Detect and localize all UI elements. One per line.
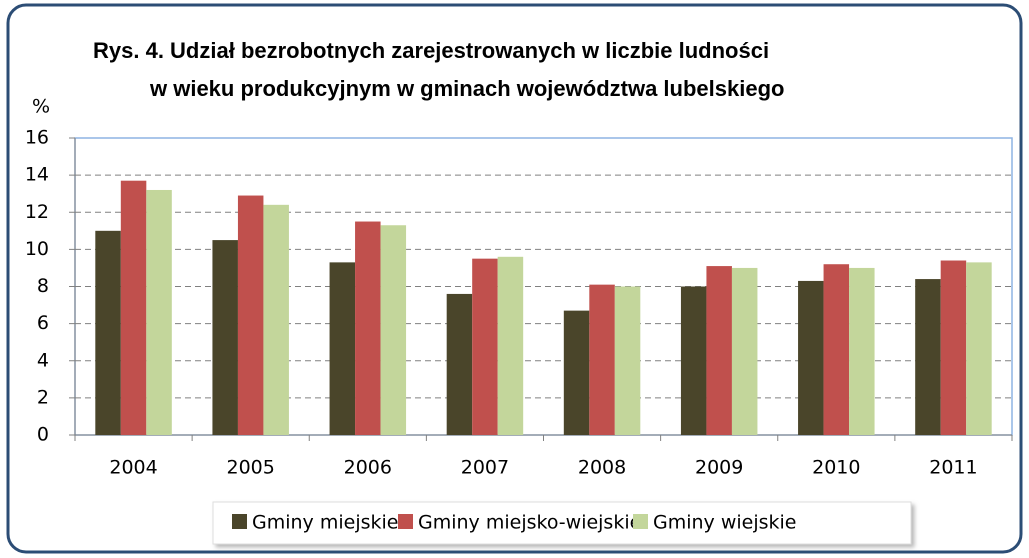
legend-label: Gminy wiejskie: [653, 512, 797, 534]
bar: [915, 279, 941, 435]
y-tick-label: 2: [37, 386, 49, 408]
bar: [355, 221, 381, 435]
y-axis-label: %: [32, 96, 50, 118]
bar: [706, 266, 732, 435]
y-tick-label: 14: [25, 164, 49, 186]
bar: [563, 310, 590, 435]
y-tick-label: 4: [37, 349, 49, 371]
x-tick-label: 2004: [109, 457, 157, 479]
bar: [614, 286, 641, 435]
x-tick-label: 2008: [578, 457, 626, 479]
bar: [966, 262, 992, 435]
legend-swatch: [398, 514, 413, 529]
bar: [120, 180, 147, 435]
legend-swatch: [633, 514, 648, 529]
bar: [237, 195, 264, 435]
bar: [680, 286, 707, 435]
bar: [823, 264, 850, 435]
y-tick-label: 16: [25, 127, 49, 149]
bar: [212, 240, 238, 435]
bar: [446, 293, 473, 435]
bar: [380, 225, 407, 435]
x-tick-label: 2005: [227, 457, 275, 479]
chart-title: w wieku produkcyjnym w gminach województ…: [149, 76, 784, 101]
y-tick-label: 8: [37, 275, 49, 297]
bar: [731, 267, 758, 435]
bar: [940, 260, 967, 435]
chart-title: Rys. 4. Udział bezrobotnych zarejestrowa…: [93, 38, 769, 63]
x-tick-label: 2007: [461, 457, 509, 479]
legend: [212, 501, 912, 545]
bar: [589, 284, 615, 435]
x-tick-label: 2006: [344, 457, 392, 479]
bar: [146, 189, 172, 435]
y-tick-label: 12: [25, 201, 49, 223]
x-tick-label: 2011: [929, 457, 977, 479]
bar: [798, 280, 824, 435]
legend-label: Gminy miejsko-wiejskie: [418, 512, 641, 534]
legend-label: Gminy miejskie: [252, 512, 398, 534]
bar: [472, 258, 498, 435]
bar: [263, 204, 289, 435]
x-tick-label: 2009: [695, 457, 743, 479]
bar: [497, 256, 524, 435]
legend-swatch: [232, 514, 247, 529]
x-tick-label: 2010: [812, 457, 860, 479]
bar: [95, 230, 121, 435]
y-tick-label: 10: [25, 238, 49, 260]
y-tick-label: 0: [37, 424, 49, 446]
bar: [329, 262, 356, 435]
y-tick-label: 6: [37, 312, 49, 334]
bar: [849, 267, 875, 435]
